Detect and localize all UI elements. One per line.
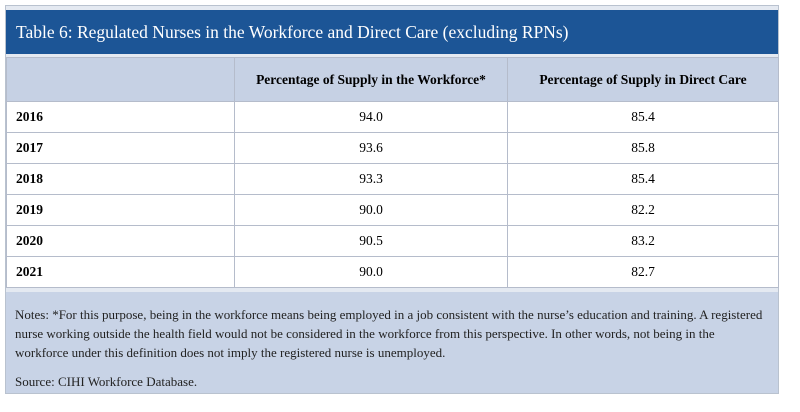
table-row: 2020 90.5 83.2 [6, 225, 779, 257]
table-body: 2016 94.0 85.4 2017 93.6 85.8 2018 93.3 85.4 2019… [6, 101, 779, 288]
source-text: Source: CIHI Workforce Database. [15, 374, 198, 389]
header-cell: Percentage of Supply in the Workforce* [234, 57, 508, 102]
value-cell: 94.0 [234, 101, 508, 133]
value-cell: 82.2 [507, 194, 779, 226]
header-cell [6, 57, 235, 102]
value-cell: 85.4 [507, 101, 779, 133]
data-table: Percentage of Supply in the Workforce* Pe… [6, 57, 779, 288]
table-row: 2017 93.6 85.8 [6, 132, 779, 164]
notes: Notes: *For this purpose, being in the w… [6, 292, 778, 393]
value-cell: 93.3 [234, 163, 508, 195]
year-cell: 2020 [6, 225, 235, 257]
value-cell: 90.0 [234, 256, 508, 288]
notes-text: Notes: *For this purpose, being in the w… [15, 307, 763, 360]
value-cell: 90.0 [234, 194, 508, 226]
header-row: Percentage of Supply in the Workforce* Pe… [6, 57, 779, 102]
table-panel: Table 6: Regulated Nurses in the Workfor… [5, 5, 779, 394]
year-cell: 2018 [6, 163, 235, 195]
table-row: 2021 90.0 82.7 [6, 256, 779, 288]
table-title: Table 6: Regulated Nurses in the Workfor… [6, 10, 778, 54]
value-cell: 93.6 [234, 132, 508, 164]
value-cell: 83.2 [507, 225, 779, 257]
header-cell: Percentage of Supply in Direct Care [507, 57, 779, 102]
table-row: 2016 94.0 85.4 [6, 101, 779, 133]
year-cell: 2017 [6, 132, 235, 164]
value-cell: 85.8 [507, 132, 779, 164]
year-cell: 2019 [6, 194, 235, 226]
year-cell: 2021 [6, 256, 235, 288]
table-row: 2018 93.3 85.4 [6, 163, 779, 195]
value-cell: 85.4 [507, 163, 779, 195]
value-cell: 82.7 [507, 256, 779, 288]
table-row: 2019 90.0 82.2 [6, 194, 779, 226]
value-cell: 90.5 [234, 225, 508, 257]
year-cell: 2016 [6, 101, 235, 133]
